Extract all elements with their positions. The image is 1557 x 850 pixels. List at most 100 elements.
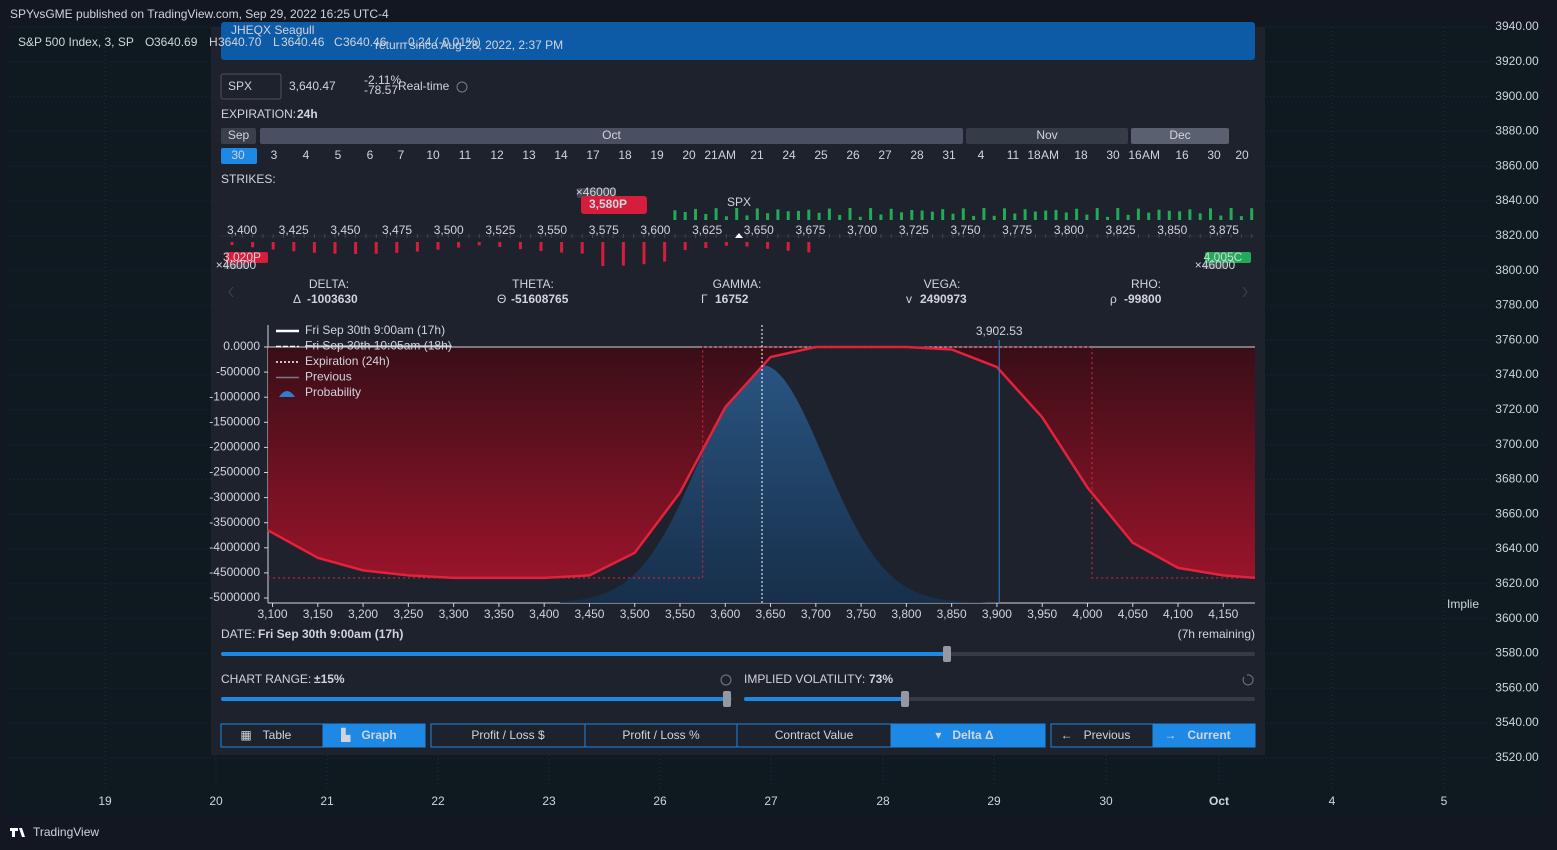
call-oi-bar [930,211,934,220]
call-oi-bar [1095,208,1099,220]
main-badge[interactable] [581,196,647,214]
month-bar[interactable] [1131,128,1229,144]
date-chip[interactable]: 31 [942,148,956,162]
strike-label: 3,850 [1157,223,1187,237]
date-chip[interactable]: 6 [367,148,374,162]
symbol-input[interactable] [220,73,282,100]
call-oi-bar [1126,214,1130,220]
date-chip[interactable]: 27 [878,148,892,162]
slider-fill [221,697,727,701]
date-chip[interactable]: 5 [335,148,342,162]
price-axis-label: 3540.00 [1495,715,1539,729]
date-chip[interactable]: 4 [303,148,310,162]
date-chip[interactable]: 14 [554,148,568,162]
legend-h: 3640.70 [218,35,262,49]
date-chip[interactable]: 19 [650,148,664,162]
call-oi-bar [683,211,687,220]
put-oi-bar [704,242,708,248]
y-tick-label: -4000000 [209,540,260,554]
slider-thumb[interactable] [901,691,909,707]
call-oi-bar [1023,209,1027,220]
date-label: DATE: [221,627,255,641]
expiration-value: 24h [297,107,318,121]
date-chip[interactable]: 28 [910,148,924,162]
right-badge[interactable] [1205,252,1251,263]
selected-date[interactable] [221,148,257,164]
slider-fill [221,652,947,656]
put-oi-bar [560,242,564,253]
date-chip[interactable]: 3 [271,148,278,162]
date-chip[interactable]: 20 [682,148,696,162]
toggle-button[interactable] [890,723,1046,748]
date-chip[interactable]: 13 [522,148,536,162]
date-chip[interactable]: 4 [978,148,985,162]
date-chip[interactable]: 30 [1207,148,1221,162]
put-oi-bar [683,242,687,251]
call-oi-bar [797,210,800,220]
month-bar[interactable] [221,128,256,144]
button-label[interactable]: Profit / Loss % [622,728,700,742]
x-tick-label: 3,250 [393,607,423,621]
date-chip[interactable]: 17 [586,148,600,162]
slider-thumb[interactable] [943,646,951,662]
marker-label: 3,902.53 [976,324,1023,338]
date-chip[interactable]: 7 [398,148,405,162]
x-tick-label: 3,800 [891,607,921,621]
date-chip[interactable]: 10 [426,148,440,162]
button-label[interactable]: Previous [1084,728,1131,742]
date-chip[interactable]: 16 [1128,148,1142,162]
button-label[interactable]: Contract Value [775,728,854,742]
button-label[interactable]: Table [263,728,292,742]
x-tick-label: 3,700 [801,607,831,621]
greek-value: -1003630 [307,292,358,306]
date-chip[interactable]: 11 [459,148,472,162]
date-chip[interactable]: 18 [1027,148,1041,162]
month-bar[interactable] [260,128,963,144]
date-chip[interactable]: 16 [1175,148,1189,162]
left-qty-badge [224,263,248,269]
date-chip[interactable]: 18 [618,148,632,162]
slider-thumb[interactable] [723,691,731,707]
date-chip[interactable]: 21 [750,148,764,162]
date-chip[interactable]: 18 [1074,148,1088,162]
time-axis-label: 27 [764,794,778,808]
strike-label: 3,525 [485,223,515,237]
strikes-label: STRIKES: [221,172,276,186]
date-chip[interactable]: 30 [231,148,245,162]
greek-label: RHO: [1131,277,1161,291]
date-chip[interactable]: 11 [1007,148,1020,162]
call-oi-bar [714,208,718,220]
call-oi-bar [941,209,945,220]
date-chip[interactable]: 26 [846,148,860,162]
strike-label: 3,825 [1106,223,1136,237]
call-oi-bar [951,213,955,220]
button-label[interactable]: Current [1187,728,1230,742]
left-badge[interactable] [226,252,268,263]
date-tag: AM [1041,148,1059,162]
date-chip[interactable]: 24 [782,148,796,162]
put-oi-bar [333,242,337,254]
strike-label: 3,675 [795,223,825,237]
main-qty: ×46000 [576,185,617,199]
button-label[interactable]: Profit / Loss $ [471,728,545,742]
x-tick-label: 3,300 [439,607,469,621]
month-label: Sep [228,128,250,142]
greek-symbol: Θ [497,292,506,306]
slider-fill [744,697,905,701]
put-oi-bar [539,242,543,252]
date-chip[interactable]: 30 [1106,148,1120,162]
price-axis-label: 3560.00 [1495,680,1539,694]
price-axis-label: 3780.00 [1495,298,1539,312]
legend-l-label: L [273,35,280,49]
button-label[interactable]: Graph [361,728,396,742]
date-chip[interactable]: 25 [814,148,828,162]
date-chip[interactable]: 21 [704,148,718,162]
date-chip[interactable]: 12 [490,148,504,162]
toggle-button[interactable] [1152,723,1256,748]
delta-line [267,345,1256,580]
date-chip[interactable]: 20 [1235,148,1249,162]
month-bar[interactable] [966,128,1128,144]
button-label[interactable]: Delta Δ [952,728,994,742]
toggle-button[interactable] [322,723,426,748]
